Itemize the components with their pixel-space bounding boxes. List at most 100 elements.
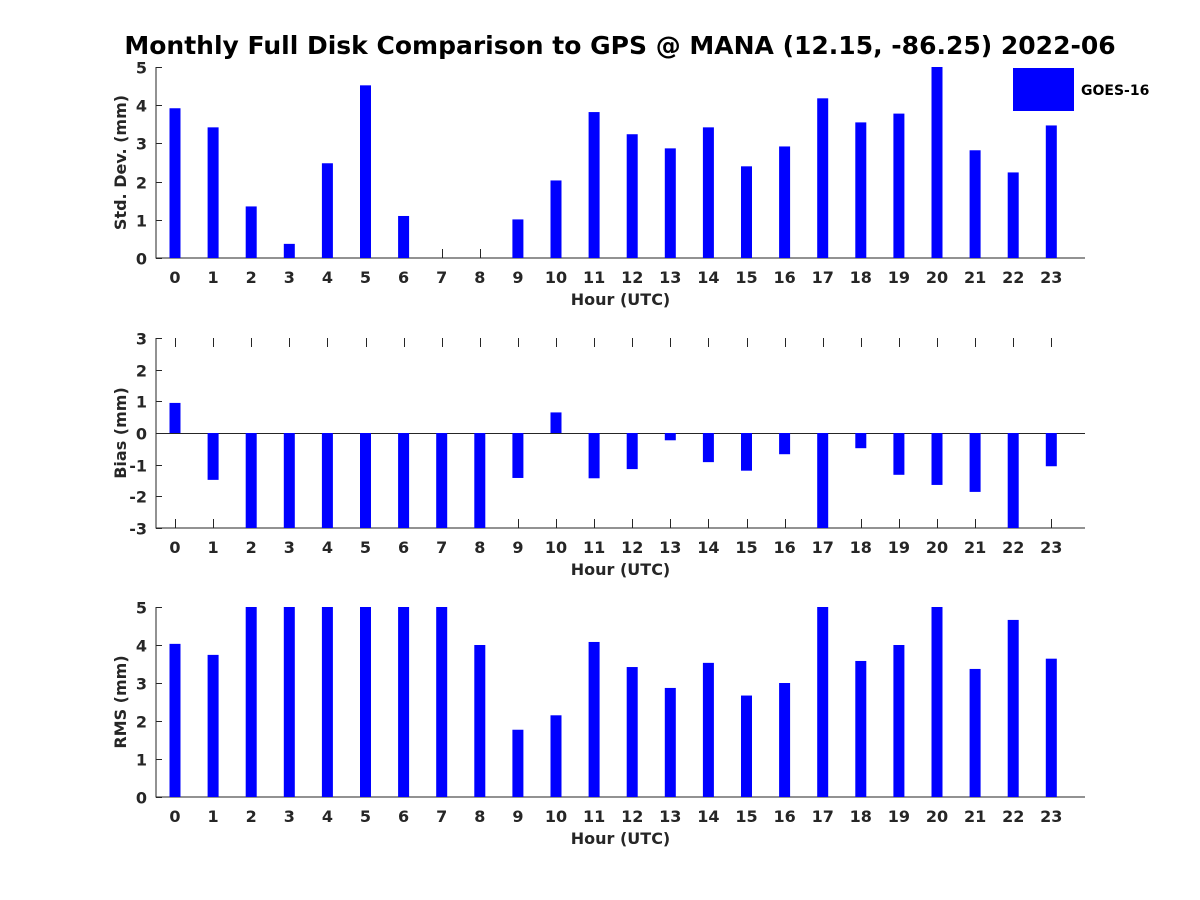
std-dev-ytick-label: 0 <box>136 250 147 269</box>
bias-bar-21 <box>969 433 981 492</box>
rms-xtick-label: 2 <box>246 807 257 826</box>
std-dev-bar-19 <box>893 113 905 258</box>
bias-ytick-label: 3 <box>136 330 147 349</box>
legend: GOES-16 <box>1013 68 1149 111</box>
bias-bar-4 <box>321 433 333 528</box>
rms-bar-16 <box>779 683 791 797</box>
std-dev-bar-5 <box>360 85 371 258</box>
std-dev-xtick-label: 4 <box>322 268 333 287</box>
std-dev-ytick-label: 4 <box>136 97 147 116</box>
std-dev-xtick-label: 13 <box>659 268 681 287</box>
rms-bar-21 <box>969 668 981 797</box>
bias-xtick-label: 2 <box>246 538 257 557</box>
rms-bar-19 <box>893 645 905 797</box>
rms-xtick-label: 19 <box>888 807 910 826</box>
bias-ytick-label: 0 <box>136 425 147 444</box>
std-dev-xtick-label: 22 <box>1002 268 1024 287</box>
figure-title: Monthly Full Disk Comparison to GPS @ MA… <box>124 31 1115 60</box>
rms-axes <box>155 607 1085 798</box>
bias-xtick-label: 20 <box>926 538 948 557</box>
rms-bar-6 <box>398 607 410 797</box>
std-dev-xtick-label: 1 <box>208 268 219 287</box>
rms-bar-2 <box>245 607 257 797</box>
bias-xtick-label: 3 <box>284 538 295 557</box>
bias-ytick-label: 1 <box>136 393 147 412</box>
std-dev-bar-20 <box>931 67 943 258</box>
std-dev-bar-11 <box>588 112 600 259</box>
rms-xtick-label: 12 <box>621 807 643 826</box>
std-dev-xtick-label: 7 <box>436 268 447 287</box>
rms-xtick-label: 8 <box>474 807 485 826</box>
std-dev-bar-13 <box>664 148 676 258</box>
std-dev-bar-0 <box>169 108 181 258</box>
std-dev-bar-23 <box>1045 125 1057 258</box>
std-dev-bar-17 <box>817 98 829 258</box>
rms-xtick-label: 18 <box>850 807 872 826</box>
std-dev-xtick-label: 12 <box>621 268 643 287</box>
rms-bar-22 <box>1007 619 1019 797</box>
std-dev-ytick-label: 1 <box>136 212 147 231</box>
bias-xtick-label: 19 <box>888 538 910 557</box>
rms-ytick-label: 3 <box>136 675 147 694</box>
bias-bar-15 <box>741 433 752 471</box>
rms-xtick-label: 20 <box>926 807 948 826</box>
std-dev-bar-16 <box>779 146 791 258</box>
rms-ytick-label: 2 <box>136 713 147 732</box>
rms-xtick-label: 4 <box>322 807 333 826</box>
rms-bar-9 <box>512 729 524 797</box>
std-dev-xtick-label: 20 <box>926 268 948 287</box>
bias-xtick-label: 22 <box>1002 538 1024 557</box>
bias-bar-14 <box>702 433 714 463</box>
rms-xtick-label: 6 <box>398 807 409 826</box>
rms-bar-15 <box>741 695 752 797</box>
std-dev-xtick-label: 3 <box>284 268 295 287</box>
bias-xtick-label: 12 <box>621 538 643 557</box>
std-dev-bar-18 <box>855 122 867 258</box>
rms-bar-7 <box>436 607 448 797</box>
std-dev-bar-22 <box>1007 172 1019 258</box>
rms-xtick-label: 21 <box>964 807 986 826</box>
rms-bar-20 <box>931 607 943 797</box>
bias-bar-11 <box>588 433 600 479</box>
std-dev-xtick-label: 21 <box>964 268 986 287</box>
rms-xtick-label: 14 <box>697 807 719 826</box>
std-dev-bar-21 <box>969 150 981 258</box>
rms-xtick-label: 0 <box>169 807 180 826</box>
std-dev-xtick-label: 18 <box>850 268 872 287</box>
bias-xtick-label: 11 <box>583 538 605 557</box>
rms-xtick-label: 3 <box>284 807 295 826</box>
bias-xtick-label: 14 <box>697 538 719 557</box>
bias-xtick-label: 6 <box>398 538 409 557</box>
rms-bar-18 <box>855 660 867 797</box>
std-dev-bar-15 <box>741 166 752 258</box>
bias-xtick-label: 23 <box>1040 538 1062 557</box>
std-dev-bar-12 <box>626 134 638 258</box>
bias-ytick-label: 2 <box>136 362 147 381</box>
bias-bar-9 <box>512 433 524 478</box>
bias-xlabel: Hour (UTC) <box>571 560 671 579</box>
std-dev-bar-6 <box>398 215 410 258</box>
bias-bar-16 <box>779 433 791 455</box>
std-dev-xlabel: Hour (UTC) <box>571 290 671 309</box>
bias-bar-8 <box>474 433 486 528</box>
bias-xtick-label: 5 <box>360 538 371 557</box>
rms-xtick-label: 15 <box>735 807 757 826</box>
std-dev-xtick-label: 11 <box>583 268 605 287</box>
bias-bar-7 <box>436 433 448 528</box>
bias-bar-5 <box>360 433 371 528</box>
rms-bar-5 <box>360 607 371 797</box>
rms-xtick-label: 10 <box>545 807 567 826</box>
rms-xtick-label: 1 <box>208 807 219 826</box>
bias-bar-19 <box>893 433 905 475</box>
bias-bar-0 <box>169 402 181 433</box>
rms-bar-13 <box>664 687 676 797</box>
std-dev-xtick-label: 5 <box>360 268 371 287</box>
bias-bar-12 <box>626 433 638 470</box>
rms-bar-0 <box>169 643 181 797</box>
rms-bar-12 <box>626 667 638 797</box>
bias-xtick-label: 16 <box>773 538 795 557</box>
rms-ytick-label: 4 <box>136 637 147 656</box>
rms-bar-8 <box>474 645 486 797</box>
